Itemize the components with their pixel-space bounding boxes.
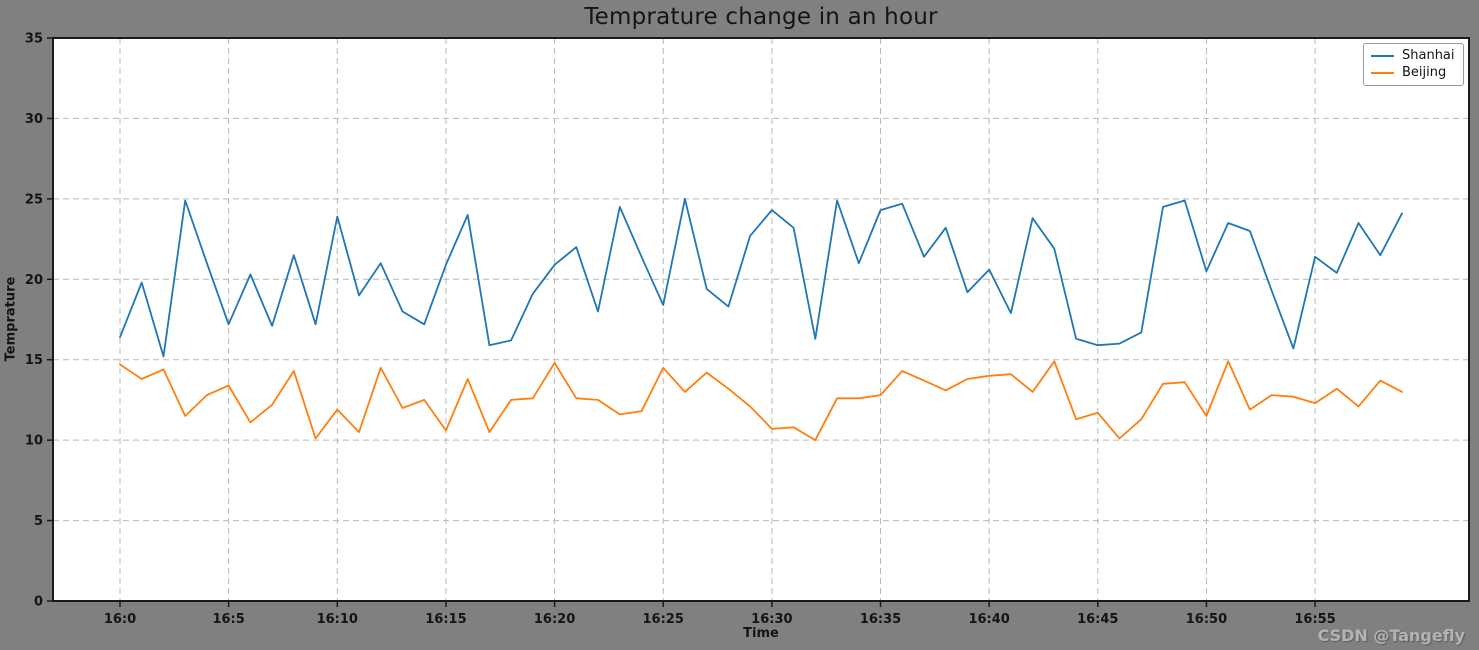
legend-label: Beijing: [1402, 64, 1447, 80]
plot-background: [53, 38, 1469, 601]
y-tick-label: 10: [25, 434, 43, 449]
x-tick-label: 16:45: [1077, 612, 1118, 627]
legend-item-shanhai: Shanhai: [1371, 47, 1456, 63]
legend-item-beijing: Beijing: [1371, 64, 1456, 80]
series-line-shanhai: [119, 197, 1403, 358]
legend-label: Shanhai: [1402, 47, 1455, 63]
y-tick-label: 0: [34, 595, 43, 610]
y-tick-label: 15: [25, 353, 43, 368]
x-tick-label: 16:30: [751, 612, 792, 627]
x-tick-label: 16:15: [425, 612, 466, 627]
watermark: CSDN @Tangefly: [1317, 626, 1465, 645]
y-tick-label: 35: [25, 32, 43, 47]
x-tick-label: 16:10: [317, 612, 358, 627]
x-tick-label: 16:0: [104, 612, 136, 627]
x-tick-label: 16:55: [1294, 612, 1335, 627]
x-tick-label: 16:40: [968, 612, 1009, 627]
y-tick-label: 20: [25, 273, 43, 288]
legend-line-sample-shanhai: [1371, 54, 1394, 57]
x-tick-label: 16:25: [643, 612, 684, 627]
x-tick-label: 16:50: [1186, 612, 1227, 627]
y-tick-label: 30: [25, 112, 43, 127]
y-tick-label: 5: [34, 514, 43, 529]
series-line-beijing: [119, 360, 1403, 442]
plot-border: [52, 37, 1470, 602]
x-tick-label: 16:35: [860, 612, 901, 627]
x-tick-label: 16:5: [212, 612, 244, 627]
legend: Shanhai Beijing: [1363, 43, 1464, 86]
legend-line-sample-beijing: [1371, 72, 1394, 75]
y-axis-label: Temprature: [3, 276, 19, 362]
chart-title: Temprature change in an hour: [584, 4, 938, 30]
x-axis-label: Time: [743, 626, 779, 641]
x-tick-label: 16:20: [534, 612, 575, 627]
y-tick-label: 25: [25, 192, 43, 207]
